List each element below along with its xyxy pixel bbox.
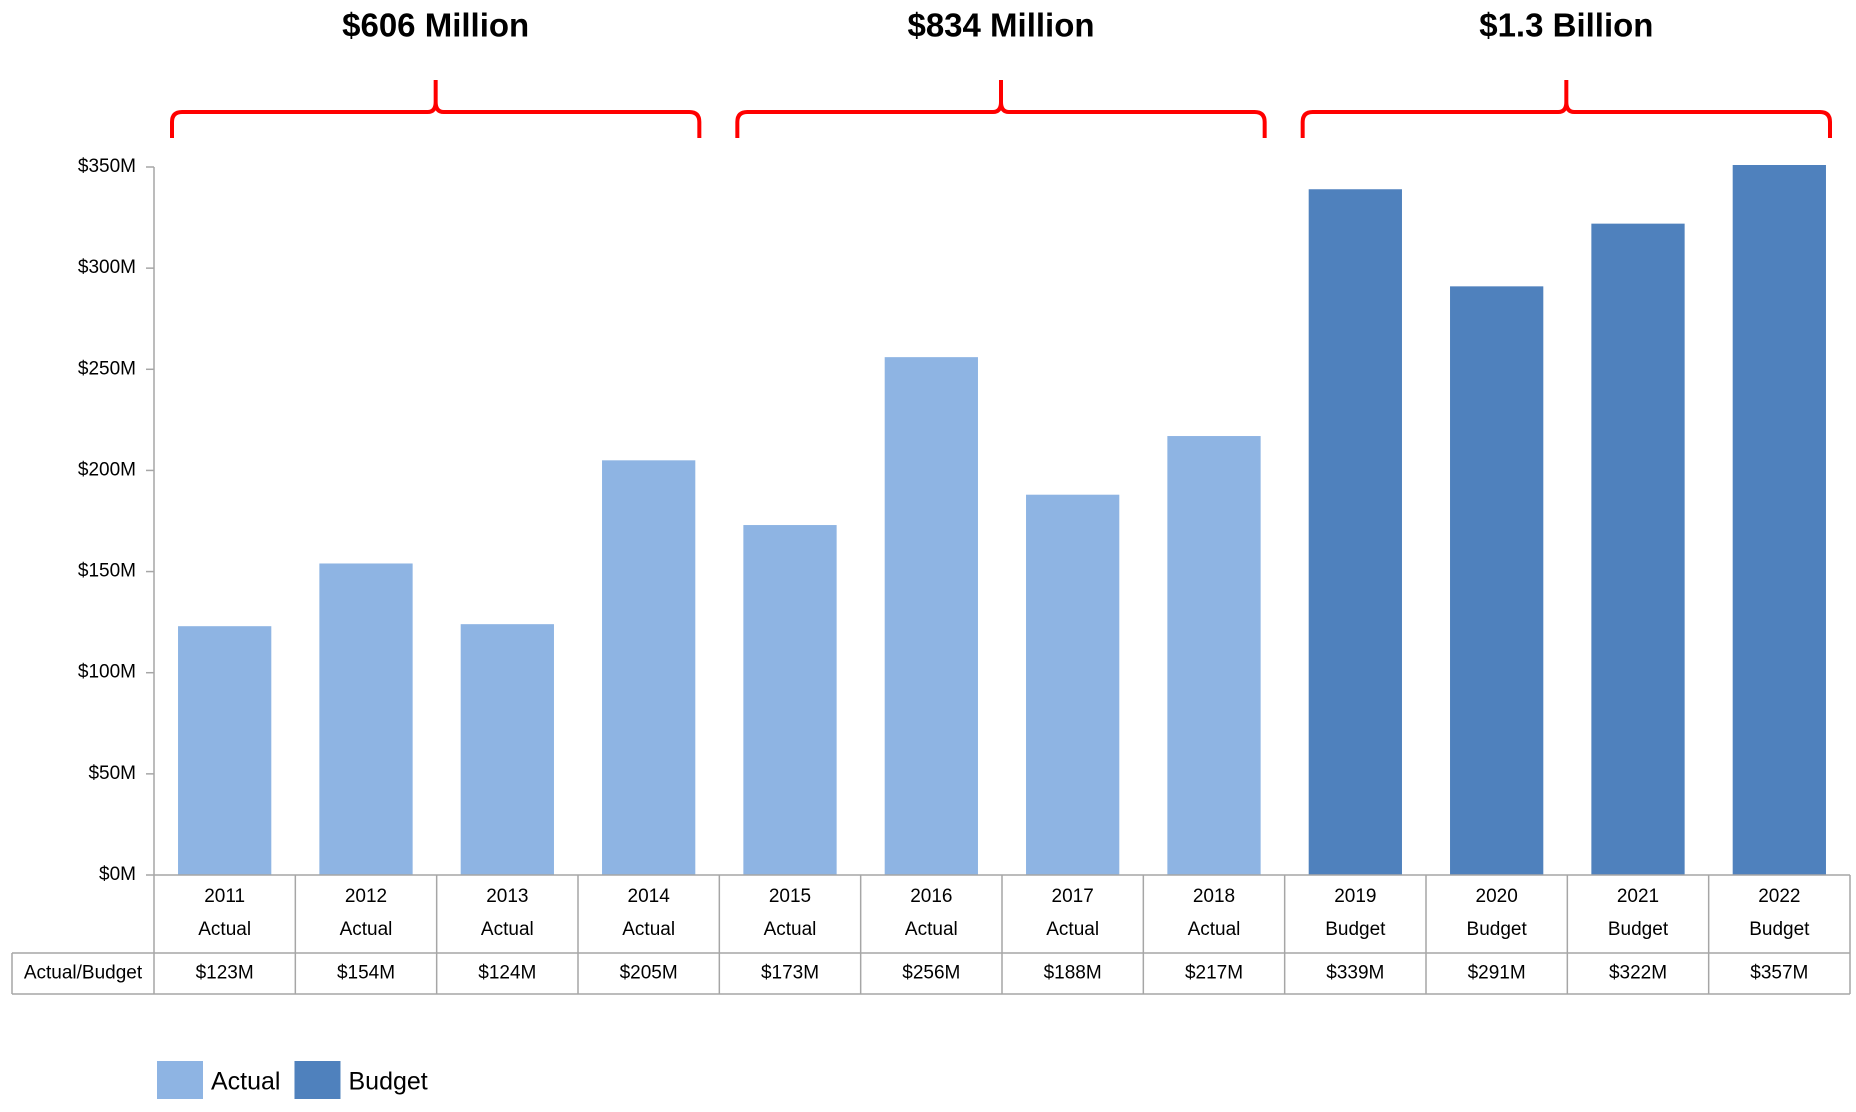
- x-tick-sublabel: Budget: [1608, 919, 1669, 940]
- x-tick-label: 2014: [628, 886, 671, 907]
- legend-label: Actual: [211, 1068, 280, 1096]
- y-tick-label: $150M: [78, 561, 136, 582]
- y-tick-label: $100M: [78, 662, 136, 683]
- x-tick-label: 2011: [204, 886, 245, 907]
- bar: [1167, 436, 1261, 875]
- table-value: $123M: [196, 963, 254, 984]
- x-tick-sublabel: Actual: [905, 919, 958, 940]
- plot-area: [178, 165, 1826, 876]
- table-value: $188M: [1044, 963, 1102, 984]
- x-tick-sublabel: Actual: [1188, 919, 1241, 940]
- bar: [1308, 189, 1402, 875]
- table-value: $339M: [1326, 963, 1384, 984]
- group-bracket: [735, 80, 1267, 138]
- bar: [743, 525, 837, 875]
- x-tick-sublabel: Budget: [1325, 919, 1386, 940]
- bar: [1732, 165, 1826, 876]
- x-tick-label: 2019: [1334, 886, 1376, 907]
- x-tick-label: 2017: [1052, 886, 1094, 907]
- table-value: $124M: [478, 963, 536, 984]
- x-tick-label: 2016: [910, 886, 952, 907]
- table-value: $291M: [1468, 963, 1526, 984]
- x-tick-sublabel: Actual: [481, 919, 534, 940]
- y-tick-label: $350M: [78, 156, 136, 177]
- bar: [1450, 286, 1544, 875]
- x-tick-sublabel: Budget: [1467, 919, 1528, 940]
- group-label: $606 Million: [342, 7, 529, 44]
- x-tick-label: 2021: [1617, 886, 1659, 907]
- x-tick-label: 2013: [486, 886, 528, 907]
- table-value: $357M: [1750, 963, 1808, 984]
- legend-swatch: [157, 1061, 203, 1099]
- bar: [319, 563, 413, 875]
- x-tick-sublabel: Actual: [340, 919, 393, 940]
- table-value: $205M: [620, 963, 678, 984]
- x-tick-sublabel: Actual: [764, 919, 817, 940]
- y-tick-label: $250M: [78, 358, 136, 379]
- x-tick-label: 2022: [1758, 886, 1800, 907]
- table-value: $256M: [902, 963, 960, 984]
- bar: [178, 626, 272, 875]
- bar: [1591, 223, 1685, 875]
- bar: [460, 624, 554, 875]
- x-tick-sublabel: Budget: [1749, 919, 1810, 940]
- x-tick-sublabel: Actual: [198, 919, 251, 940]
- table-value: $322M: [1609, 963, 1667, 984]
- legend-label: Budget: [348, 1068, 427, 1096]
- x-tick-sublabel: Actual: [1046, 919, 1099, 940]
- table-value: $154M: [337, 963, 395, 984]
- group-label: $834 Million: [907, 7, 1094, 44]
- table-value: $173M: [761, 963, 819, 984]
- bar: [1026, 494, 1120, 875]
- group-bracket: [1300, 80, 1832, 138]
- group-bracket: [170, 80, 702, 138]
- y-tick-label: $50M: [88, 763, 136, 784]
- x-tick-label: 2012: [345, 886, 387, 907]
- y-tick-label: $0M: [99, 864, 136, 885]
- x-tick-label: 2015: [769, 886, 811, 907]
- legend-swatch: [294, 1061, 341, 1099]
- x-tick-label: 2018: [1193, 886, 1235, 907]
- x-tick-sublabel: Actual: [622, 919, 675, 940]
- y-tick-label: $300M: [78, 257, 136, 278]
- y-tick-label: $200M: [78, 459, 136, 480]
- bar: [884, 357, 978, 875]
- table-value: $217M: [1185, 963, 1243, 984]
- table-row-label: Actual/Budget: [24, 963, 143, 984]
- x-tick-label: 2020: [1476, 886, 1518, 907]
- group-label: $1.3 Billion: [1479, 7, 1653, 44]
- bar: [602, 460, 696, 875]
